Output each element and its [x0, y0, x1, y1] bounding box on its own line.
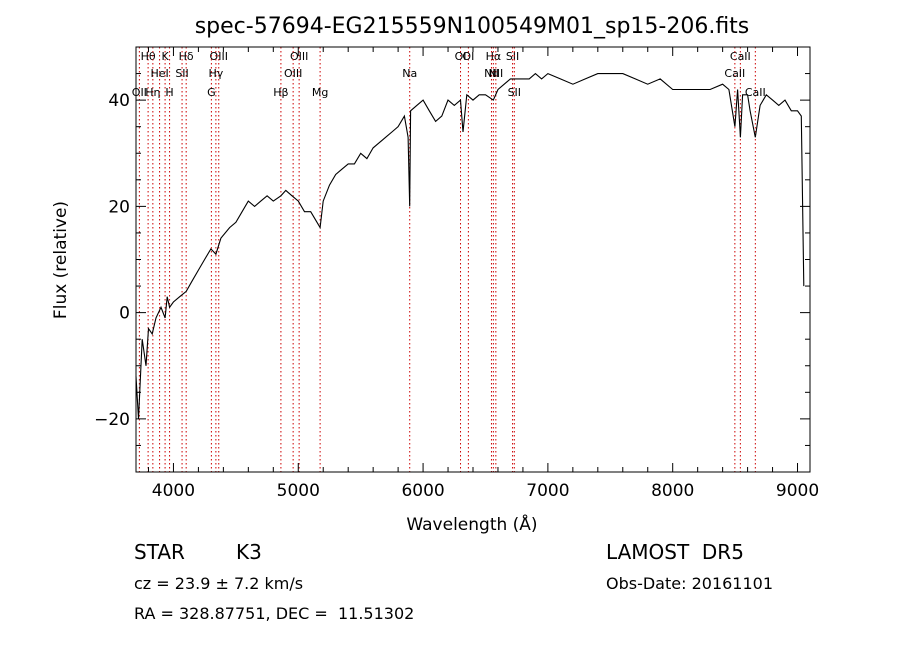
line-marker-label: OIII — [284, 67, 302, 80]
survey-name: LAMOST DR5 — [606, 540, 744, 564]
line-marker-label: OIII — [210, 50, 228, 63]
line-marker-label: G — [207, 86, 216, 99]
line-marker-label: Hβ — [273, 86, 288, 99]
line-marker-label: K — [161, 50, 169, 63]
line-marker-label: OI — [455, 50, 467, 63]
line-marker-label: OIII — [290, 50, 308, 63]
axis-ticks: 4000 5000 6000 7000 8000 9000 −20 0 20 40 — [94, 46, 819, 501]
line-marker-label: Na — [402, 67, 417, 80]
y-tick-label: 40 — [108, 91, 130, 111]
line-marker-label: Hη — [145, 86, 160, 99]
spectrum-series-line — [135, 72, 805, 419]
object-subclass: K3 — [236, 540, 262, 564]
object-class: STAR — [134, 540, 185, 564]
line-marker-label: Hδ — [179, 50, 194, 63]
observation-date: Obs-Date: 20161101 — [606, 574, 774, 593]
plot-frame — [135, 46, 811, 473]
line-marker-label: NII — [488, 67, 503, 80]
line-marker-label: SII — [508, 86, 521, 99]
x-tick-label: 5000 — [277, 481, 320, 501]
line-marker-label: CaII — [745, 86, 766, 99]
x-tick-label: 7000 — [526, 481, 569, 501]
x-tick-label: 8000 — [651, 481, 694, 501]
chart-title: spec-57694-EG215559N100549M01_sp15-206.f… — [195, 14, 750, 39]
y-tick-label: −20 — [94, 410, 130, 430]
line-marker-label: Hθ — [141, 50, 156, 63]
redshift-readout: cz = 23.9 ± 7.2 km/s — [134, 574, 304, 593]
x-tick-label: 6000 — [401, 481, 444, 501]
line-marker-label: H — [165, 86, 173, 99]
x-axis-label: Wavelength (Å) — [406, 513, 537, 535]
x-tick-label: 4000 — [152, 481, 195, 501]
y-axis-label: Flux (relative) — [51, 201, 71, 319]
y-tick-label: 20 — [108, 197, 130, 217]
line-marker-label: Hα — [486, 50, 502, 63]
x-tick-label: 9000 — [776, 481, 819, 501]
coordinates-readout: RA = 328.87751, DEC = 11.51302 — [134, 604, 415, 623]
line-marker-label: SII — [506, 50, 519, 63]
line-marker-label: SII — [175, 67, 188, 80]
line-marker-label: NII — [484, 67, 499, 80]
line-marker-label: Hγ — [208, 67, 223, 80]
line-marker-label: OI — [462, 50, 474, 63]
y-tick-label: 0 — [119, 304, 130, 324]
line-marker-label: HeI — [150, 67, 168, 80]
line-marker-label: CaII — [724, 67, 745, 80]
line-marker-label: Mg — [312, 86, 328, 99]
